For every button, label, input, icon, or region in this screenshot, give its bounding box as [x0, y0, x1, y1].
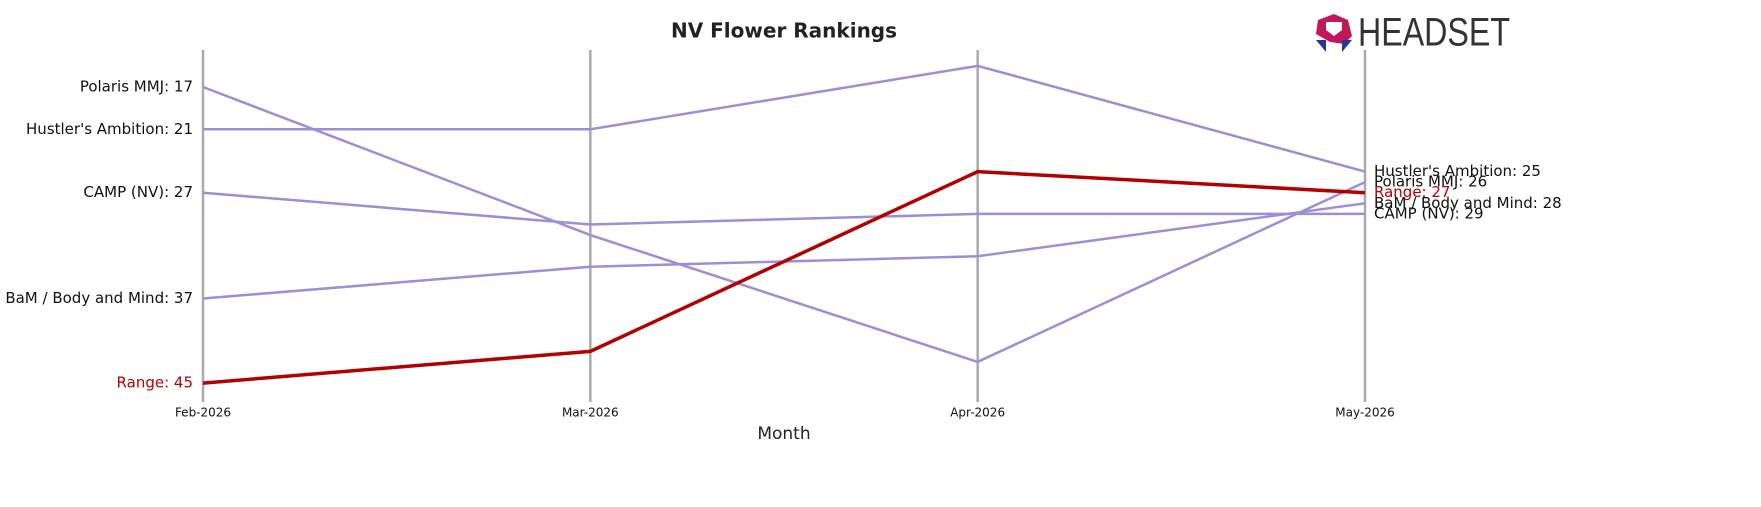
value-label: Polaris MMJ: 26 — [1374, 173, 1487, 191]
logo: HEADSET — [1316, 11, 1510, 55]
logo-hole — [1326, 22, 1342, 36]
logo-mark — [1342, 40, 1352, 52]
x-axis-label: Month — [757, 424, 810, 444]
series-line — [202, 169, 1366, 385]
value-label: Range: 27 — [1374, 183, 1450, 201]
value-label: CAMP (NV): 29 — [1374, 204, 1484, 222]
x-tick-label: May-2026 — [1335, 406, 1394, 420]
value-label: Hustler's Ambition: 21 — [26, 120, 193, 138]
series-line — [202, 85, 1366, 364]
x-tick-label: Mar-2026 — [562, 406, 619, 420]
chart-title: NV Flower Rankings — [671, 19, 897, 43]
series-line — [202, 202, 1366, 300]
x-tick-label: Feb-2026 — [175, 406, 231, 420]
value-label: Range: 45 — [117, 374, 193, 392]
value-label: BaM / Body and Mind: 28 — [1374, 194, 1562, 212]
value-label: BaM / Body and Mind: 37 — [5, 289, 193, 307]
logo-text: HEADSET — [1358, 11, 1510, 55]
value-label: CAMP (NV): 27 — [83, 183, 193, 201]
x-tick-label: Apr-2026 — [950, 406, 1005, 420]
value-label: Hustler's Ambition: 25 — [1374, 162, 1541, 180]
series-line — [202, 191, 1365, 226]
logo-mark — [1316, 40, 1326, 52]
series-line — [203, 64, 1366, 173]
value-label: Polaris MMJ: 17 — [80, 78, 193, 96]
